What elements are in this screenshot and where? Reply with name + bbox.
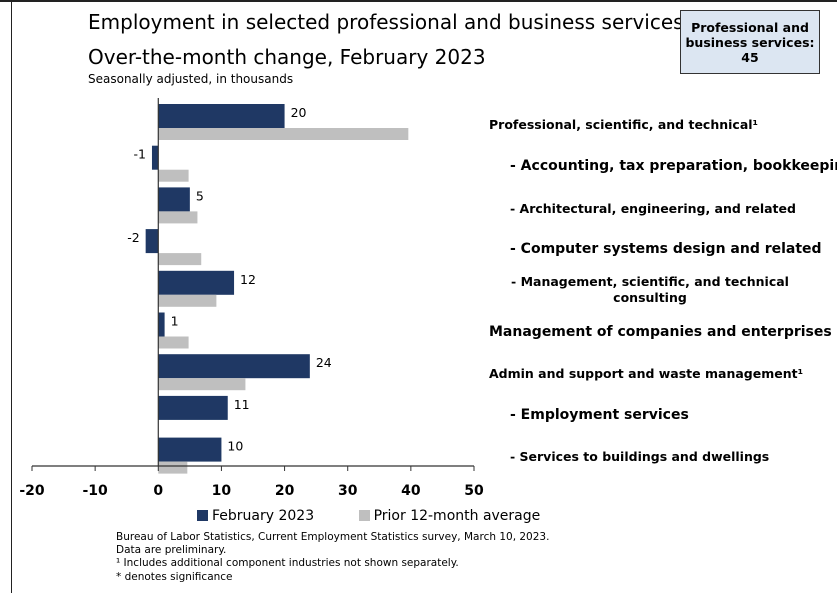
source-note: Bureau of Labor Statistics, Current Empl… (116, 531, 550, 543)
bar-february-2 (158, 187, 190, 212)
bar-february-3 (145, 229, 159, 254)
bar-average-4 (158, 294, 217, 307)
data-label-1: -1 (134, 147, 146, 162)
x-tick-label-7: 50 (464, 483, 484, 499)
x-tick-label-3: 10 (212, 483, 232, 499)
x-tick-label-2: 0 (153, 483, 163, 499)
legend-label-february: February 2023 (212, 508, 315, 524)
category-label-0: Professional, scientific, and technical¹ (489, 117, 759, 132)
data-label-4: 12 (240, 272, 256, 287)
category-label-4: - Management, scientific, and technical … (511, 274, 789, 305)
category-label-1: - Accounting, tax preparation, bookkeepi… (510, 158, 837, 174)
bar-average-8 (158, 461, 188, 474)
legend: February 2023 Prior 12-month average (197, 508, 580, 524)
data-label-0: 20 (291, 105, 307, 120)
category-label-2: - Architectural, engineering, and relate… (510, 201, 796, 216)
bar-february-4 (158, 270, 235, 295)
x-tick-label-0: -20 (19, 483, 45, 499)
category-label-6: Admin and support and waste management¹ (489, 366, 804, 381)
data-label-3: -2 (127, 230, 139, 245)
bar-february-8 (158, 437, 222, 462)
footnotes: Bureau of Labor Statistics, Current Empl… (116, 531, 549, 584)
category-label-5: Management of companies and enterprises (489, 324, 832, 340)
bar-average-0 (158, 128, 409, 140)
data-label-6: 24 (316, 355, 332, 370)
callout-value: 45 (741, 50, 759, 65)
legend-item-average: Prior 12-month average (358, 508, 541, 524)
legend-label-average: Prior 12-month average (373, 508, 541, 524)
data-label-7: 11 (234, 397, 250, 412)
data-label-5: 1 (171, 314, 179, 329)
total-callout-box: Professional and business services: 45 (680, 10, 820, 74)
x-tick-label-1: -10 (82, 483, 108, 499)
bar-average-5 (158, 336, 189, 349)
legend-swatch-february (197, 510, 208, 521)
chart-title: Employment in selected professional and … (88, 10, 684, 34)
bar-february-0 (158, 104, 285, 128)
left-border (11, 0, 12, 593)
category-label-8: - Services to buildings and dwellings (510, 449, 770, 464)
callout-label: Professional and business services: (685, 20, 815, 50)
bar-february-6 (158, 354, 310, 379)
bar-february-5 (158, 312, 165, 337)
data-label-2: 5 (196, 188, 204, 203)
significance-note: * denotes significance (116, 570, 233, 583)
bar-average-1 (158, 169, 189, 182)
legend-item-february: February 2023 (197, 508, 319, 524)
x-tick-label-4: 20 (275, 483, 295, 499)
bar-average-6 (158, 378, 246, 391)
x-tick-label-6: 40 (401, 483, 421, 499)
legend-swatch-average (358, 510, 370, 521)
x-tick-label-5: 30 (338, 483, 358, 499)
bar-average-3 (158, 253, 202, 266)
components-note: ¹ Includes additional component industri… (116, 557, 459, 570)
preliminary-note: Data are preliminary. (116, 544, 227, 557)
top-border (0, 0, 837, 2)
bar-february-7 (158, 395, 228, 420)
chart-subtitle: Over-the-month change, February 2023 (88, 45, 486, 69)
category-label-7: - Employment services (510, 407, 689, 423)
bar-average-2 (158, 211, 198, 224)
bar-february-1 (151, 145, 159, 170)
category-label-3: - Computer systems design and related (510, 241, 822, 257)
units-note: Seasonally adjusted, in thousands (88, 72, 294, 86)
data-label-8: 10 (227, 439, 243, 454)
